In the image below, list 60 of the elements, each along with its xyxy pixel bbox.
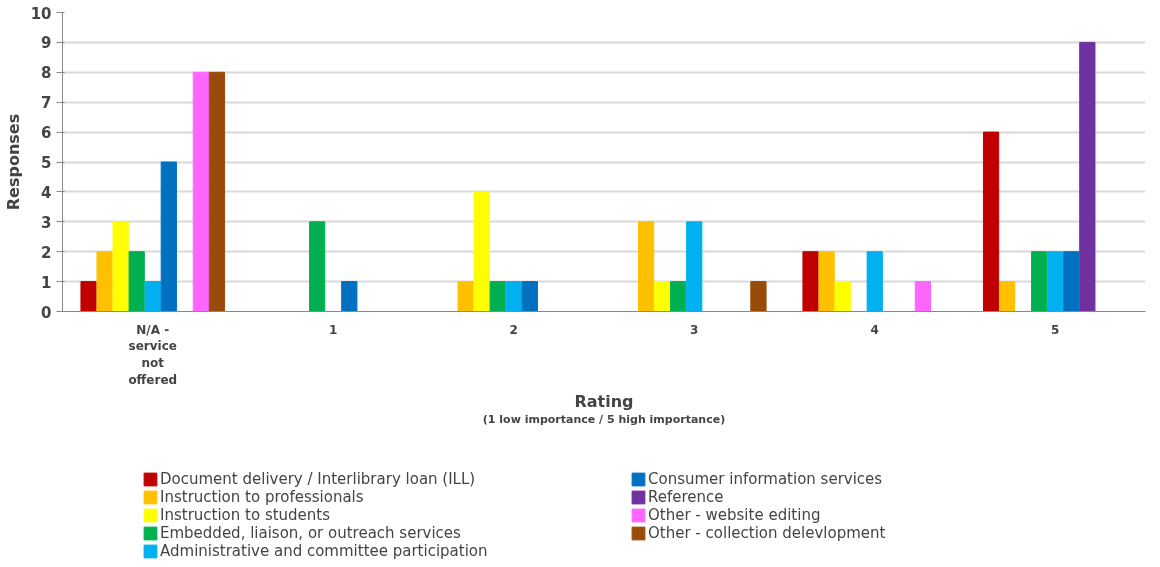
- bar: [654, 281, 671, 312]
- bar: [192, 71, 209, 312]
- legend-label: Instruction to professionals: [160, 488, 365, 506]
- bar: [982, 131, 1000, 312]
- legend-label: Other - collection delevlopment: [648, 524, 887, 542]
- y-tick-label: 3: [41, 213, 52, 232]
- bar: [489, 281, 506, 312]
- bar: [160, 161, 177, 312]
- x-tick-label: N/A - service not offered: [128, 322, 178, 387]
- y-axis-title: Responses: [3, 113, 23, 211]
- bar: [1063, 251, 1080, 312]
- x-tick-label: 2: [509, 322, 518, 337]
- y-tick-label: 0: [41, 303, 52, 322]
- y-tick-label: 10: [30, 4, 52, 23]
- legend-label: Reference: [648, 488, 725, 506]
- bar: [670, 281, 687, 312]
- y-tick-label: 5: [41, 154, 52, 172]
- bar: [457, 281, 474, 312]
- legend-label: Embedded, liaison, or outreach services: [160, 524, 462, 542]
- x-tick-label: 3: [690, 322, 699, 337]
- bar: [341, 281, 358, 312]
- text: (1 low importance / 5 high importance): [482, 412, 726, 426]
- bar: [866, 251, 883, 312]
- y-tick-label: 1: [41, 273, 52, 292]
- legend-label: Instruction to students: [160, 506, 332, 524]
- legend-label: Other - website editing: [648, 506, 822, 524]
- bar: [1031, 251, 1048, 312]
- bar: [96, 251, 113, 312]
- y-tick-label: 4: [41, 183, 52, 202]
- legend-label: Document delivery / Interlibrary loan (ILL): [160, 470, 477, 488]
- legend-label: Administrative and committee participation: [160, 542, 489, 560]
- bar: [128, 251, 145, 312]
- x-axis-title: Rating: [574, 391, 634, 411]
- bar: [999, 281, 1016, 312]
- legend-label: Consumer information services: [648, 470, 884, 488]
- bar: [505, 281, 522, 312]
- bar: [638, 221, 655, 312]
- bar: [914, 281, 931, 312]
- y-tick-label: 8: [41, 64, 52, 83]
- y-tick-label: 2: [41, 243, 52, 262]
- bar: [1079, 41, 1096, 312]
- bar: [686, 221, 703, 312]
- bar: [1047, 251, 1064, 312]
- y-tick-label: 6: [41, 124, 52, 143]
- bar: [834, 281, 851, 312]
- bar: [80, 281, 97, 312]
- bar: [750, 281, 767, 312]
- x-tick-label: 1: [329, 322, 338, 337]
- y-tick-label: 9: [41, 34, 52, 53]
- bar: [802, 251, 819, 312]
- bar: [473, 191, 490, 312]
- x-tick-label: 4: [870, 322, 879, 337]
- bar: [818, 251, 835, 312]
- bar: [309, 221, 326, 312]
- bar: [208, 71, 226, 312]
- bar: [144, 281, 161, 312]
- x-tick-label: 5: [1051, 322, 1060, 337]
- bar: [112, 221, 129, 312]
- y-tick-label: 7: [41, 94, 52, 113]
- bar: [521, 281, 538, 312]
